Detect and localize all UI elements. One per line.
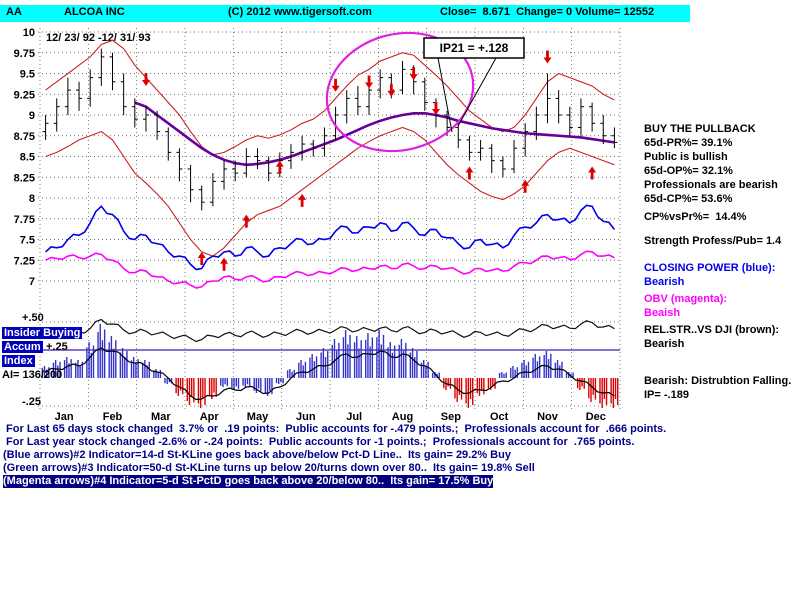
ip21-annotation: IP21 = +.128 bbox=[325, 31, 525, 153]
obv-heading: OBV (magenta): bbox=[644, 293, 728, 305]
footer-statistics: For Last 65 days stock changed 3.7% or .… bbox=[3, 423, 666, 488]
svg-text:Sep: Sep bbox=[441, 411, 461, 423]
obv-status: Beaish bbox=[644, 307, 681, 319]
svg-text:10: 10 bbox=[23, 27, 35, 39]
svg-text:Mar: Mar bbox=[151, 411, 171, 423]
svg-text:May: May bbox=[247, 411, 269, 423]
svg-text:Apr: Apr bbox=[200, 411, 220, 423]
ai-value-label: AI= 136/200 bbox=[2, 369, 63, 381]
svg-text:Jan: Jan bbox=[55, 411, 74, 423]
pr-pct-label: 65d-PR%= 39.1% bbox=[644, 137, 733, 149]
price-bands bbox=[45, 39, 615, 257]
svg-text:9.75: 9.75 bbox=[14, 48, 35, 60]
svg-text:12/ 23/ 92 -12/ 31/ 93: 12/ 23/ 92 -12/ 31/ 93 bbox=[46, 32, 151, 44]
insider-histogram bbox=[41, 324, 619, 408]
svg-text:Nov: Nov bbox=[537, 411, 559, 423]
professionals-bearish-label: Professionals are bearish bbox=[644, 179, 778, 191]
insider-scale-bottom-label: -.25 bbox=[22, 396, 41, 408]
legend-magenta-arrows: (Magenta arrows)#4 Indicator=5-d St-PctD… bbox=[3, 475, 494, 488]
svg-text:Aug: Aug bbox=[392, 411, 413, 423]
closing-power-heading: CLOSING POWER (blue): bbox=[644, 262, 776, 274]
signal-arrows bbox=[141, 50, 597, 271]
insider-scale-top-label: +.50 bbox=[22, 312, 44, 324]
analysis-panel: BUY THE PULLBACK 65d-PR%= 39.1% Public i… bbox=[644, 122, 800, 402]
svg-text:7.5: 7.5 bbox=[20, 235, 35, 247]
distribution-status: Bearish: Distrubtion Falling. bbox=[644, 375, 792, 387]
svg-text:7.25: 7.25 bbox=[14, 255, 35, 267]
grid-and-axes: 10 9.75 9.5 9.25 9 8.75 8.5 8.25 8 7.75 7.5 7.25 7 Ja… bbox=[14, 27, 621, 423]
price-volume-chart: 10 9.75 9.5 9.25 9 8.75 8.5 8.25 8 7.75 7.5 7.25 7 Ja… bbox=[14, 27, 621, 423]
closing-power-line bbox=[45, 204, 616, 271]
insider-scale-mid-label: +.25 bbox=[46, 341, 68, 353]
svg-text:8.5: 8.5 bbox=[20, 152, 35, 164]
rel-str-status: Bearish bbox=[644, 338, 685, 350]
rel-str-heading: REL.STR..VS DJI (brown): bbox=[644, 324, 780, 336]
svg-text:Oct: Oct bbox=[490, 411, 509, 423]
svg-text:Feb: Feb bbox=[103, 411, 123, 423]
svg-text:7: 7 bbox=[29, 276, 35, 288]
strength-ratio-label: Strength Profess/Pub= 1.4 bbox=[644, 235, 782, 247]
closing-power-status: Bearish bbox=[644, 276, 685, 288]
insider-buying-label: Insider Buying bbox=[2, 327, 83, 339]
accum-label: Accum bbox=[2, 341, 43, 353]
ip-value-label: IP= -.189 bbox=[644, 389, 689, 401]
rel-str-line bbox=[45, 318, 615, 343]
svg-text:9.25: 9.25 bbox=[14, 89, 35, 101]
legend-green-arrows: (Green arrows)#3 Indicator=50-d St-KLine… bbox=[3, 462, 535, 474]
index-label: Index bbox=[2, 355, 35, 367]
svg-text:8.75: 8.75 bbox=[14, 131, 35, 143]
svg-text:7.75: 7.75 bbox=[14, 214, 35, 226]
stat-line-65d: For Last 65 days stock changed 3.7% or .… bbox=[3, 423, 667, 435]
legend-blue-arrows: (Blue arrows)#2 Indicator=14-d St-KLine … bbox=[3, 449, 511, 461]
svg-text:8.25: 8.25 bbox=[14, 172, 35, 184]
svg-text:Jun: Jun bbox=[296, 411, 316, 423]
svg-text:IP21 = +.128: IP21 = +.128 bbox=[440, 41, 509, 55]
quote-header-bar: AA ALCOA INC (C) 2012 www.tigersoft.com … bbox=[0, 5, 690, 22]
cp-vs-pr-label: CP%vsPr%= 14.4% bbox=[644, 211, 747, 223]
svg-text:8: 8 bbox=[29, 193, 35, 205]
copyright-text: (C) 2012 www.tigersoft.com bbox=[228, 6, 372, 18]
public-bullish-label: Public is bullish bbox=[644, 151, 728, 163]
svg-text:Dec: Dec bbox=[586, 411, 606, 423]
svg-text:Jul: Jul bbox=[346, 411, 362, 423]
obv-line bbox=[45, 250, 615, 289]
buy-pullback-label: BUY THE PULLBACK bbox=[644, 123, 756, 135]
company-name: ALCOA INC bbox=[64, 6, 125, 18]
cp-pct-label: 65d-CP%= 53.6% bbox=[644, 193, 733, 205]
svg-text:9.5: 9.5 bbox=[20, 69, 35, 81]
ticker-symbol: AA bbox=[6, 6, 22, 18]
svg-text:9: 9 bbox=[29, 110, 35, 122]
stat-line-year: For Last year stock changed -2.6% or -.2… bbox=[3, 436, 635, 448]
op-pct-label: 65d-OP%= 32.1% bbox=[644, 165, 733, 177]
close-change-volume: Close= 8.671 Change= 0 Volume= 12552 bbox=[440, 6, 655, 18]
